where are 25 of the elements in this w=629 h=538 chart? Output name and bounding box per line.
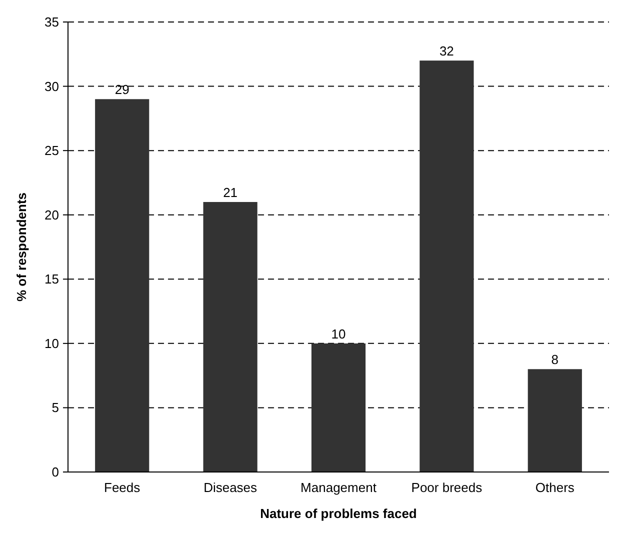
y-tick-label: 35: [44, 14, 59, 30]
data-label: 21: [223, 185, 238, 200]
y-tick-label: 25: [44, 143, 59, 158]
bar: [311, 343, 366, 472]
x-tick-label: Poor breeds: [411, 480, 483, 495]
bar: [528, 369, 582, 472]
y-tick-label: 10: [44, 336, 59, 351]
y-tick-label: 15: [44, 272, 59, 287]
x-tick-label: Management: [300, 480, 377, 495]
data-label: 8: [551, 352, 559, 368]
data-label: 32: [439, 44, 454, 59]
bar: [420, 60, 474, 472]
y-axis-title: % of respondents: [14, 192, 29, 302]
data-label: 10: [331, 326, 346, 342]
x-tick-label: Feeds: [104, 480, 141, 495]
x-tick-label: Others: [535, 480, 575, 495]
bar: [95, 99, 150, 472]
x-tick-label: Diseases: [204, 480, 258, 495]
x-axis-title: Nature of problems faced: [260, 506, 417, 521]
y-tick-label: 30: [44, 78, 59, 94]
y-tick-label: 20: [44, 207, 59, 222]
data-label: 29: [114, 82, 130, 98]
y-tick-label: 0: [52, 464, 59, 480]
y-tick-label: 5: [52, 400, 59, 416]
bar: [203, 202, 258, 472]
